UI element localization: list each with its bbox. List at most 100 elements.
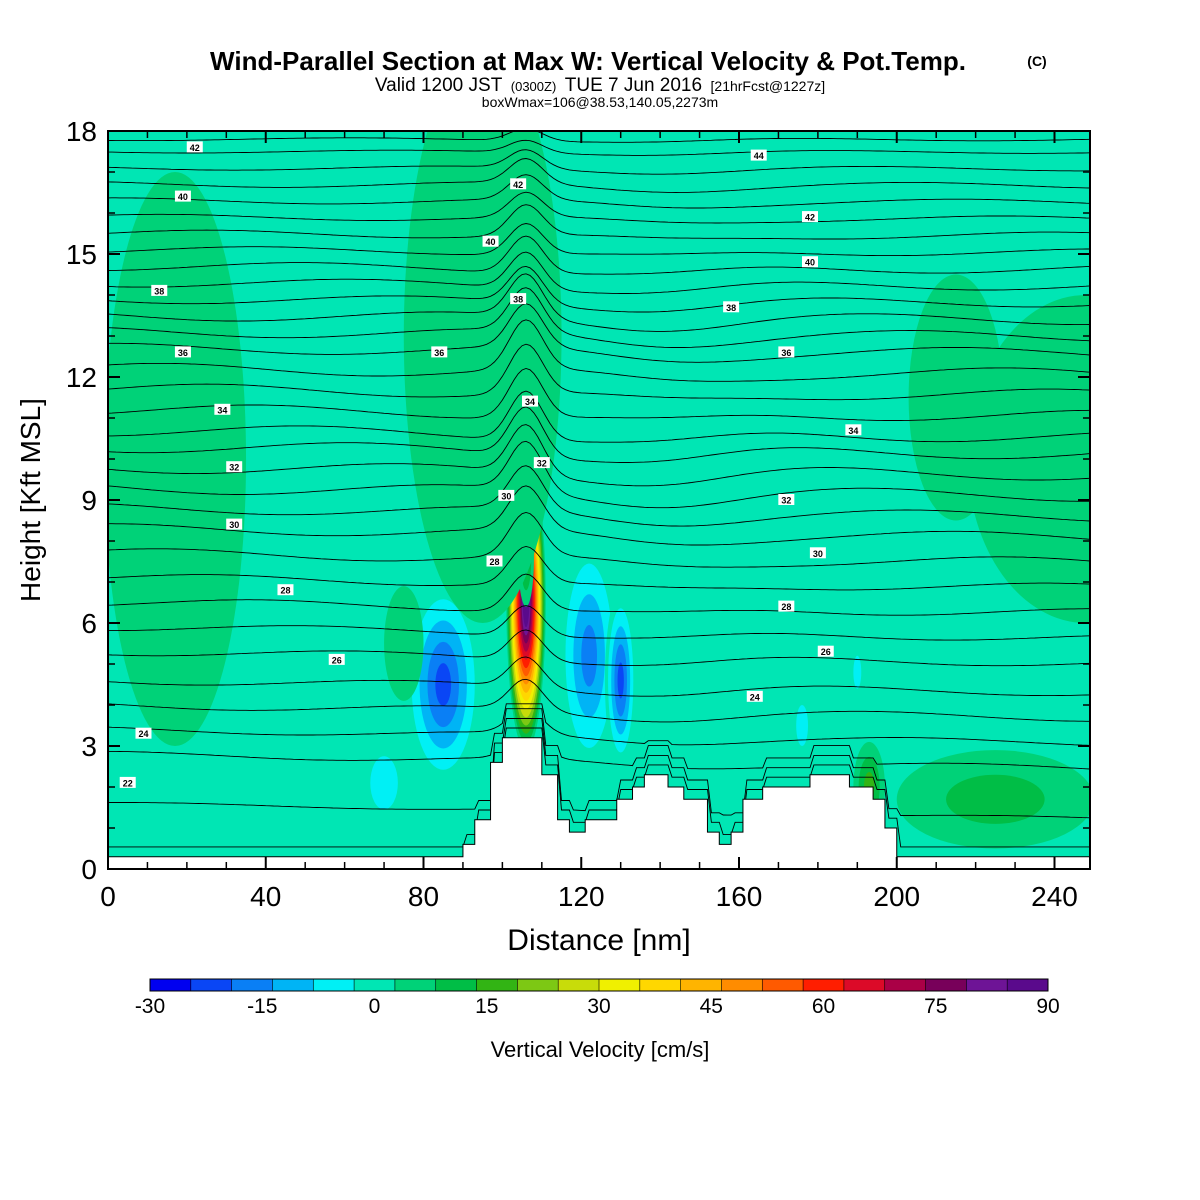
y-tick-label: 18 bbox=[66, 116, 97, 147]
theta-contour-label-text: 38 bbox=[726, 303, 736, 313]
theta-contour-line bbox=[108, 149, 1090, 175]
theta-contour-label-text: 24 bbox=[138, 729, 148, 739]
colorbar-tick-label: -15 bbox=[247, 995, 277, 1018]
theta-contour-label-text: 26 bbox=[332, 655, 342, 665]
velocity-feature bbox=[896, 750, 1090, 849]
theta-contour-line bbox=[108, 319, 1090, 382]
theta-contour-label: 36 bbox=[174, 346, 191, 358]
colorbar-swatch bbox=[884, 979, 927, 991]
theta-contour-label: 32 bbox=[533, 457, 550, 469]
chart-subtitle-2: boxWmax=106@38.53,140.05,2273m bbox=[482, 94, 718, 110]
velocity-contour-fill bbox=[853, 655, 862, 689]
x-tick-label: 160 bbox=[716, 881, 763, 912]
theta-contour-line bbox=[108, 573, 1090, 616]
theta-contour-line bbox=[108, 343, 1090, 401]
colorbar-swatch bbox=[394, 979, 437, 991]
subtitle-valid: Valid 1200 JST bbox=[375, 75, 503, 96]
colorbar-tick-label: 60 bbox=[812, 995, 835, 1018]
theta-contour-line bbox=[108, 368, 1090, 421]
theta-contour-line bbox=[108, 303, 1090, 363]
colorbar-swatch bbox=[517, 979, 559, 991]
theta-contour-line bbox=[108, 678, 1090, 723]
colorbar-swatch bbox=[599, 979, 641, 991]
theta-contour-line bbox=[108, 223, 1090, 257]
velocity-feature bbox=[108, 172, 247, 746]
theta-contour-label: 38 bbox=[510, 293, 527, 305]
theta-contour-label: 38 bbox=[151, 284, 168, 296]
theta-contour-label: 28 bbox=[277, 584, 294, 596]
theta-contour-line bbox=[108, 273, 1090, 332]
x-axis: 0 40 80 120 160 200 240 bbox=[100, 131, 1078, 912]
theta-contour-label: 32 bbox=[226, 461, 243, 473]
theta-contour-label-text: 32 bbox=[229, 463, 239, 473]
colorbar-tick-label: 0 bbox=[369, 995, 381, 1018]
velocity-contour-fill bbox=[370, 756, 398, 810]
theta-contour-label: 42 bbox=[510, 178, 527, 190]
theta-contour-label: 26 bbox=[817, 645, 834, 657]
theta-contour-label: 42 bbox=[801, 211, 818, 223]
velocity-feature bbox=[908, 274, 1004, 521]
theta-contour-line bbox=[108, 512, 1090, 568]
theta-contour-line bbox=[108, 406, 1090, 463]
theta-contour-label: 34 bbox=[845, 424, 862, 436]
colorbar-tick-label: 15 bbox=[475, 995, 498, 1018]
velocity-contour-fill bbox=[403, 131, 562, 623]
theta-contour-label-text: 28 bbox=[781, 602, 791, 612]
theta-contour-label: 40 bbox=[482, 235, 499, 247]
theta-contour-line bbox=[108, 708, 1090, 770]
velocity-feature bbox=[403, 131, 562, 623]
y-tick-label: 6 bbox=[81, 608, 97, 639]
y-tick-label: 12 bbox=[66, 362, 97, 393]
terrain-layer bbox=[108, 737, 1090, 869]
theta-contour-label: 36 bbox=[431, 346, 448, 358]
theta-contour-line bbox=[108, 265, 1090, 313]
x-tick-label: 120 bbox=[558, 881, 605, 912]
theta-contour-label-text: 22 bbox=[123, 778, 133, 788]
theta-contour-label: 28 bbox=[778, 600, 795, 612]
theta-contour-label-text: 38 bbox=[513, 295, 523, 305]
theta-contour-line bbox=[108, 174, 1090, 209]
theta-contour-line bbox=[108, 131, 1090, 143]
colorbar-swatch bbox=[476, 979, 518, 991]
theta-contour-label: 26 bbox=[328, 653, 345, 665]
velocity-contour-fill bbox=[617, 662, 624, 699]
colorbar-tick-label: -30 bbox=[135, 995, 165, 1018]
velocity-feature bbox=[557, 532, 621, 779]
x-tick-label: 240 bbox=[1031, 881, 1078, 912]
colorbar-swatch bbox=[680, 979, 722, 991]
colorbar-label: Vertical Velocity [cm/s] bbox=[491, 1037, 710, 1062]
theta-contour-label-text: 28 bbox=[280, 586, 290, 596]
theta-contour-line bbox=[108, 424, 1090, 487]
theta-contour-label-text: 30 bbox=[229, 520, 239, 530]
terrain-profile bbox=[108, 737, 1090, 869]
x-tick-label: 80 bbox=[408, 881, 439, 912]
theta-contour-label: 24 bbox=[746, 690, 763, 702]
theta-contour-label-text: 40 bbox=[178, 192, 188, 202]
colorbar-swatch bbox=[721, 979, 763, 991]
colorbar-swatch bbox=[313, 979, 355, 991]
theta-contour-label-text: 30 bbox=[813, 549, 823, 559]
theta-contour-label-text: 34 bbox=[217, 405, 227, 415]
theta-contour-line bbox=[108, 158, 1090, 193]
theta-contour-label: 44 bbox=[750, 149, 767, 161]
colorbar-swatch bbox=[966, 979, 1008, 991]
subtitle-date: TUE 7 Jun 2016 bbox=[565, 75, 702, 96]
colorbar: -30 -15 0 15 30 45 60 75 90 bbox=[135, 978, 1060, 1018]
theta-contour-line bbox=[108, 235, 1090, 275]
colorbar-swatch bbox=[150, 979, 192, 991]
colorbar-swatch bbox=[272, 979, 314, 991]
theta-contour-line bbox=[108, 465, 1090, 527]
velocity-feature bbox=[356, 729, 412, 837]
y-tick-label: 15 bbox=[66, 239, 97, 270]
theta-contour-line bbox=[108, 440, 1090, 509]
potential-temperature-contours: 22 24 24 26 26 28 28 28 30 30 30 32 32 32 34 34 34 36 36 36… bbox=[108, 131, 1090, 848]
theta-contour-label-text: 36 bbox=[781, 348, 791, 358]
velocity-contour-fill bbox=[384, 586, 424, 701]
theta-contour-line bbox=[108, 727, 1090, 848]
velocity-feature bbox=[384, 586, 424, 701]
theta-contour-line bbox=[108, 718, 1090, 819]
chart-title-mark: (C) bbox=[1027, 53, 1046, 69]
theta-contour-line bbox=[108, 656, 1090, 697]
